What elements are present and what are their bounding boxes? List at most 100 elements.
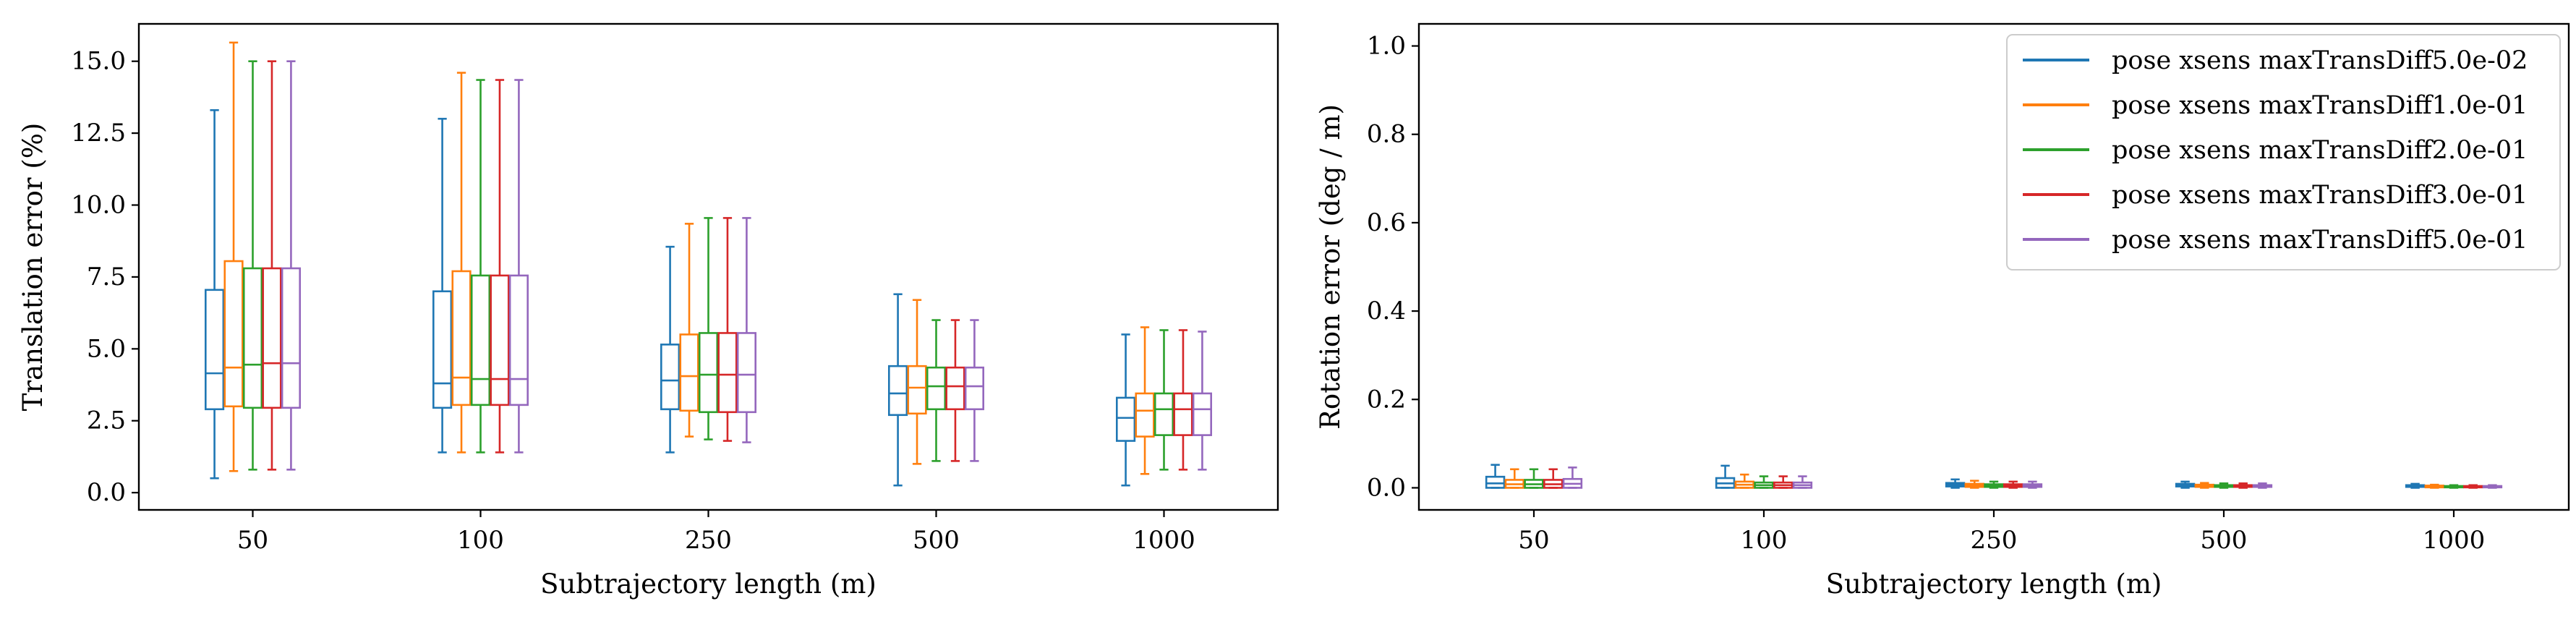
- y-tick-label: 0.6: [1367, 208, 1406, 237]
- box-plot: [2482, 484, 2503, 489]
- box-plot: [1115, 333, 1136, 487]
- legend-label: pose xsens maxTransDiff5.0e-01: [2112, 226, 2528, 255]
- legend-box: [2006, 34, 2561, 270]
- box-iqr: [964, 366, 985, 411]
- box-plot: [1734, 473, 1754, 489]
- y-tick-label: 10.0: [71, 191, 126, 220]
- box-plot: [1964, 480, 1984, 489]
- box-plot: [451, 72, 472, 453]
- box-iqr: [679, 333, 699, 412]
- box-plot: [1792, 475, 1813, 489]
- rotation-error-panel: 0.0 0.2 0.4 0.6 0.8 1.0 50 100 250 500 1000 Subtr…: [1315, 22, 2570, 600]
- x-tick-label: 1000: [2423, 526, 2486, 555]
- box-iqr: [1485, 475, 1506, 489]
- box-plot: [1562, 466, 1583, 489]
- box-plot: [964, 319, 985, 462]
- box-plot: [698, 217, 719, 440]
- rotation-y-axis-label: Rotation error (deg / m): [1315, 104, 1346, 430]
- box-iqr: [698, 332, 719, 414]
- box-plot: [2463, 484, 2483, 489]
- box-iqr: [490, 274, 510, 406]
- y-tick-label: 0.2: [1367, 385, 1406, 414]
- box-iqr: [470, 274, 491, 406]
- box-iqr: [1192, 392, 1213, 436]
- rotation-x-axis-label: Subtrajectory length (m): [1826, 568, 2162, 600]
- box-plot: [2194, 482, 2214, 489]
- legend-label: pose xsens maxTransDiff3.0e-01: [2112, 181, 2528, 210]
- box-iqr: [907, 365, 927, 415]
- box-plot: [907, 299, 927, 465]
- box-iqr: [1135, 392, 1155, 438]
- y-tick-label: 12.5: [71, 119, 126, 148]
- x-tick-label: 100: [1741, 526, 1788, 555]
- box-plot: [2003, 480, 2023, 489]
- box-plot: [2214, 482, 2234, 489]
- box-plot: [2444, 484, 2464, 489]
- box-plot: [1504, 468, 1524, 489]
- box-iqr: [887, 365, 908, 417]
- box-plot: [432, 117, 453, 453]
- rotation-x-ticks: 50 100 250 500 1000: [1518, 510, 2485, 555]
- y-tick-label: 7.5: [87, 263, 126, 291]
- box-plot: [887, 293, 908, 487]
- box-plot: [490, 79, 510, 453]
- box-iqr: [204, 289, 225, 411]
- box-plot: [1485, 464, 1506, 489]
- box-plot: [1173, 329, 1193, 471]
- legend: pose xsens maxTransDiff5.0e-02 pose xsen…: [2006, 34, 2561, 270]
- translation-boxes: [204, 41, 1213, 487]
- box-plot: [2175, 480, 2196, 489]
- box-plot: [1754, 475, 1774, 489]
- y-tick-label: 15.0: [71, 47, 126, 76]
- legend-label: pose xsens maxTransDiff1.0e-01: [2112, 91, 2528, 120]
- box-iqr: [1173, 392, 1193, 436]
- y-tick-label: 2.5: [87, 406, 126, 435]
- translation-x-axis-label: Subtrajectory length (m): [540, 568, 877, 600]
- box-iqr: [432, 290, 453, 409]
- x-tick-label: 500: [913, 526, 960, 555]
- translation-y-axis-label: Translation error (%): [17, 123, 48, 412]
- box-iqr: [1153, 392, 1174, 436]
- box-iqr: [242, 267, 263, 409]
- box-iqr: [281, 267, 302, 409]
- box-iqr: [223, 260, 244, 408]
- legend-entry: pose xsens maxTransDiff3.0e-01: [2023, 181, 2528, 210]
- box-plot: [1773, 475, 1794, 489]
- box-plot: [2022, 480, 2043, 489]
- box-plot: [470, 79, 491, 453]
- rotation-y-ticks: 0.0 0.2 0.4 0.6 0.8 1.0: [1367, 32, 1419, 502]
- box-plot: [926, 319, 947, 462]
- box-plot: [223, 41, 244, 472]
- box-plot: [1945, 478, 1966, 489]
- box-plot: [2405, 482, 2426, 489]
- box-plot: [1715, 464, 1736, 489]
- box-iqr: [1115, 396, 1136, 442]
- box-plot: [1153, 329, 1174, 471]
- box-plot: [2252, 482, 2273, 489]
- x-tick-label: 500: [2201, 526, 2248, 555]
- box-plot: [660, 245, 681, 453]
- x-tick-label: 50: [1518, 526, 1549, 555]
- x-tick-label: 100: [457, 526, 504, 555]
- x-tick-label: 250: [685, 526, 732, 555]
- box-iqr: [262, 267, 282, 409]
- box-iqr: [717, 332, 738, 414]
- box-plot: [2233, 482, 2253, 489]
- legend-entry: pose xsens maxTransDiff1.0e-01: [2023, 91, 2528, 120]
- box-plot: [679, 223, 699, 438]
- box-iqr: [926, 366, 947, 411]
- box-plot: [1192, 331, 1213, 471]
- box-plot: [1524, 468, 1544, 489]
- box-plot: [717, 217, 738, 442]
- box-plot: [1984, 480, 2004, 489]
- box-plot: [1543, 468, 1564, 489]
- x-tick-label: 50: [237, 526, 268, 555]
- translation-x-ticks: 50 100 250 500 1000: [237, 510, 1195, 555]
- y-tick-label: 0.0: [1367, 473, 1406, 502]
- translation-error-panel: 0.0 2.5 5.0 7.5 10.0 12.5 15.0 50 100 250 500 1000…: [17, 22, 1279, 600]
- box-iqr: [736, 332, 757, 414]
- x-tick-label: 1000: [1133, 526, 1195, 555]
- y-tick-label: 0.4: [1367, 297, 1406, 325]
- legend-label: pose xsens maxTransDiff2.0e-01: [2112, 136, 2528, 165]
